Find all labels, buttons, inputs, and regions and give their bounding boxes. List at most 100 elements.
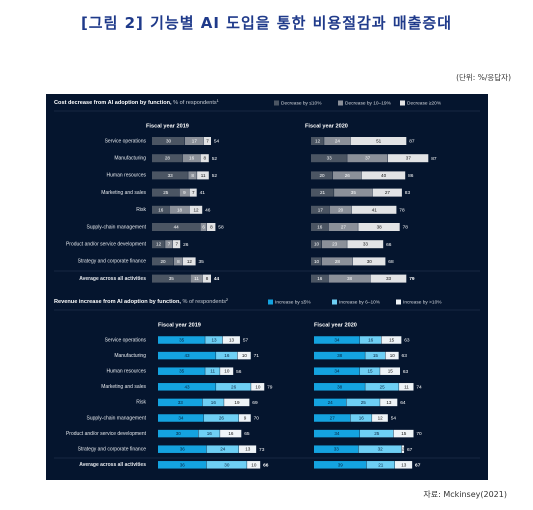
bar-segment xyxy=(311,223,329,231)
segment-value: 11 xyxy=(194,276,199,281)
category-label: Human resources xyxy=(107,173,147,179)
total-value: 63 xyxy=(404,338,410,344)
segment-value: 21 xyxy=(320,190,326,195)
bar-segment xyxy=(172,240,181,249)
category-label: Average across all activities xyxy=(79,462,146,468)
total-value: 65 xyxy=(244,431,250,437)
segment-value: 13 xyxy=(229,338,235,343)
bar-segment xyxy=(328,274,370,283)
segment-value: 35 xyxy=(351,190,357,195)
unit-label: (단위: %/응답자) xyxy=(456,73,511,82)
segment-value: 12 xyxy=(378,416,384,421)
legend-label: Decrease by 10–19% xyxy=(345,100,392,106)
total-value: 26 xyxy=(183,242,189,248)
total-value: 56 xyxy=(236,369,242,375)
segment-value: 20 xyxy=(160,259,166,264)
total-value: 52 xyxy=(212,156,218,162)
bar-segment xyxy=(190,274,203,283)
segment-value: 25 xyxy=(361,400,367,405)
bar-segment xyxy=(314,414,351,422)
bar-segment xyxy=(207,223,216,231)
segment-value: 25 xyxy=(163,190,169,195)
category-label: Strategy and corporate finance xyxy=(78,259,147,265)
bar-segment xyxy=(182,154,200,163)
segment-value: 16 xyxy=(158,207,164,212)
segment-value: 16 xyxy=(359,416,365,421)
segment-value: 15 xyxy=(367,369,373,374)
bar-segment xyxy=(329,205,352,214)
segment-value: 26 xyxy=(231,384,237,389)
total-value: 83 xyxy=(405,190,411,196)
total-value: 46 xyxy=(205,207,211,213)
segment-value: 13 xyxy=(245,447,251,452)
segment-value: 10 xyxy=(251,462,257,467)
total-value: 54 xyxy=(391,416,397,422)
total-value: 64 xyxy=(400,400,406,406)
bar-segment xyxy=(365,351,386,360)
segment-value: 24 xyxy=(328,400,334,405)
bar-segment xyxy=(359,336,382,344)
segment-value: 25 xyxy=(380,384,386,389)
bar-segment xyxy=(188,171,197,180)
bar-segment xyxy=(224,398,250,407)
bar-segment xyxy=(169,205,189,214)
segment-value: 10 xyxy=(314,259,320,264)
bar-segment xyxy=(198,429,220,438)
total-value: 67 xyxy=(415,462,421,468)
segment-value: 30 xyxy=(224,462,230,467)
segment-value: 35 xyxy=(179,369,185,374)
chart-title: Revenue increase from AI adoption by fun… xyxy=(54,298,228,306)
bar-segment xyxy=(189,188,197,197)
category-label: Product and/or service development xyxy=(66,431,147,437)
legend-label: Decrease by ≤10% xyxy=(281,100,322,106)
category-label: Service operations xyxy=(105,337,147,343)
bar-segment xyxy=(311,205,330,214)
legend-swatch xyxy=(396,299,401,305)
bar-segment xyxy=(152,171,188,180)
segment-value: 11 xyxy=(404,384,409,389)
bar-segment xyxy=(220,429,242,438)
bar-segment xyxy=(322,240,347,249)
bar-segment xyxy=(311,274,329,283)
bar-segment xyxy=(152,205,170,214)
bar-segment xyxy=(314,367,360,375)
bar-segment xyxy=(152,240,165,249)
legend-swatch xyxy=(400,100,405,106)
bar-segment xyxy=(152,223,200,231)
segment-value: 15 xyxy=(373,353,379,358)
segment-value: 7 xyxy=(168,242,171,247)
segment-value: 16 xyxy=(317,225,323,230)
total-value: 58 xyxy=(218,225,224,231)
panel-title: Fiscal year 2019 xyxy=(158,322,201,328)
segment-value: 34 xyxy=(334,369,340,374)
bar-segment xyxy=(206,461,247,469)
segment-value: 17 xyxy=(192,139,198,144)
total-value: 87 xyxy=(431,156,437,162)
bar-segment xyxy=(158,461,207,469)
bar-segment xyxy=(366,461,395,469)
total-value: 70 xyxy=(254,416,260,422)
total-value: 78 xyxy=(403,225,409,231)
bar-segment xyxy=(158,336,205,344)
segment-value: 34 xyxy=(334,338,340,343)
segment-value: 11 xyxy=(210,369,215,374)
bar-segment xyxy=(202,274,211,283)
bar-segment xyxy=(158,398,203,407)
legend-label: Decrease ≥20% xyxy=(407,100,442,106)
segment-value: 27 xyxy=(330,416,336,421)
segment-value: 33 xyxy=(334,447,340,452)
bar-segment xyxy=(328,223,358,231)
bar-segment xyxy=(358,445,402,453)
segment-value: 7 xyxy=(175,242,178,247)
bar-segment xyxy=(347,154,388,163)
bar-segment xyxy=(352,257,386,266)
panel-title: Fiscal year 2020 xyxy=(314,322,357,328)
bar-segment xyxy=(206,445,239,453)
segment-value: 44 xyxy=(174,225,180,230)
segment-value: 7 xyxy=(206,139,209,144)
segment-value: 33 xyxy=(178,400,184,405)
category-label: Risk xyxy=(136,207,146,213)
bar-segment xyxy=(401,445,405,453)
total-value: 41 xyxy=(200,190,206,196)
bar-segment xyxy=(152,154,183,163)
